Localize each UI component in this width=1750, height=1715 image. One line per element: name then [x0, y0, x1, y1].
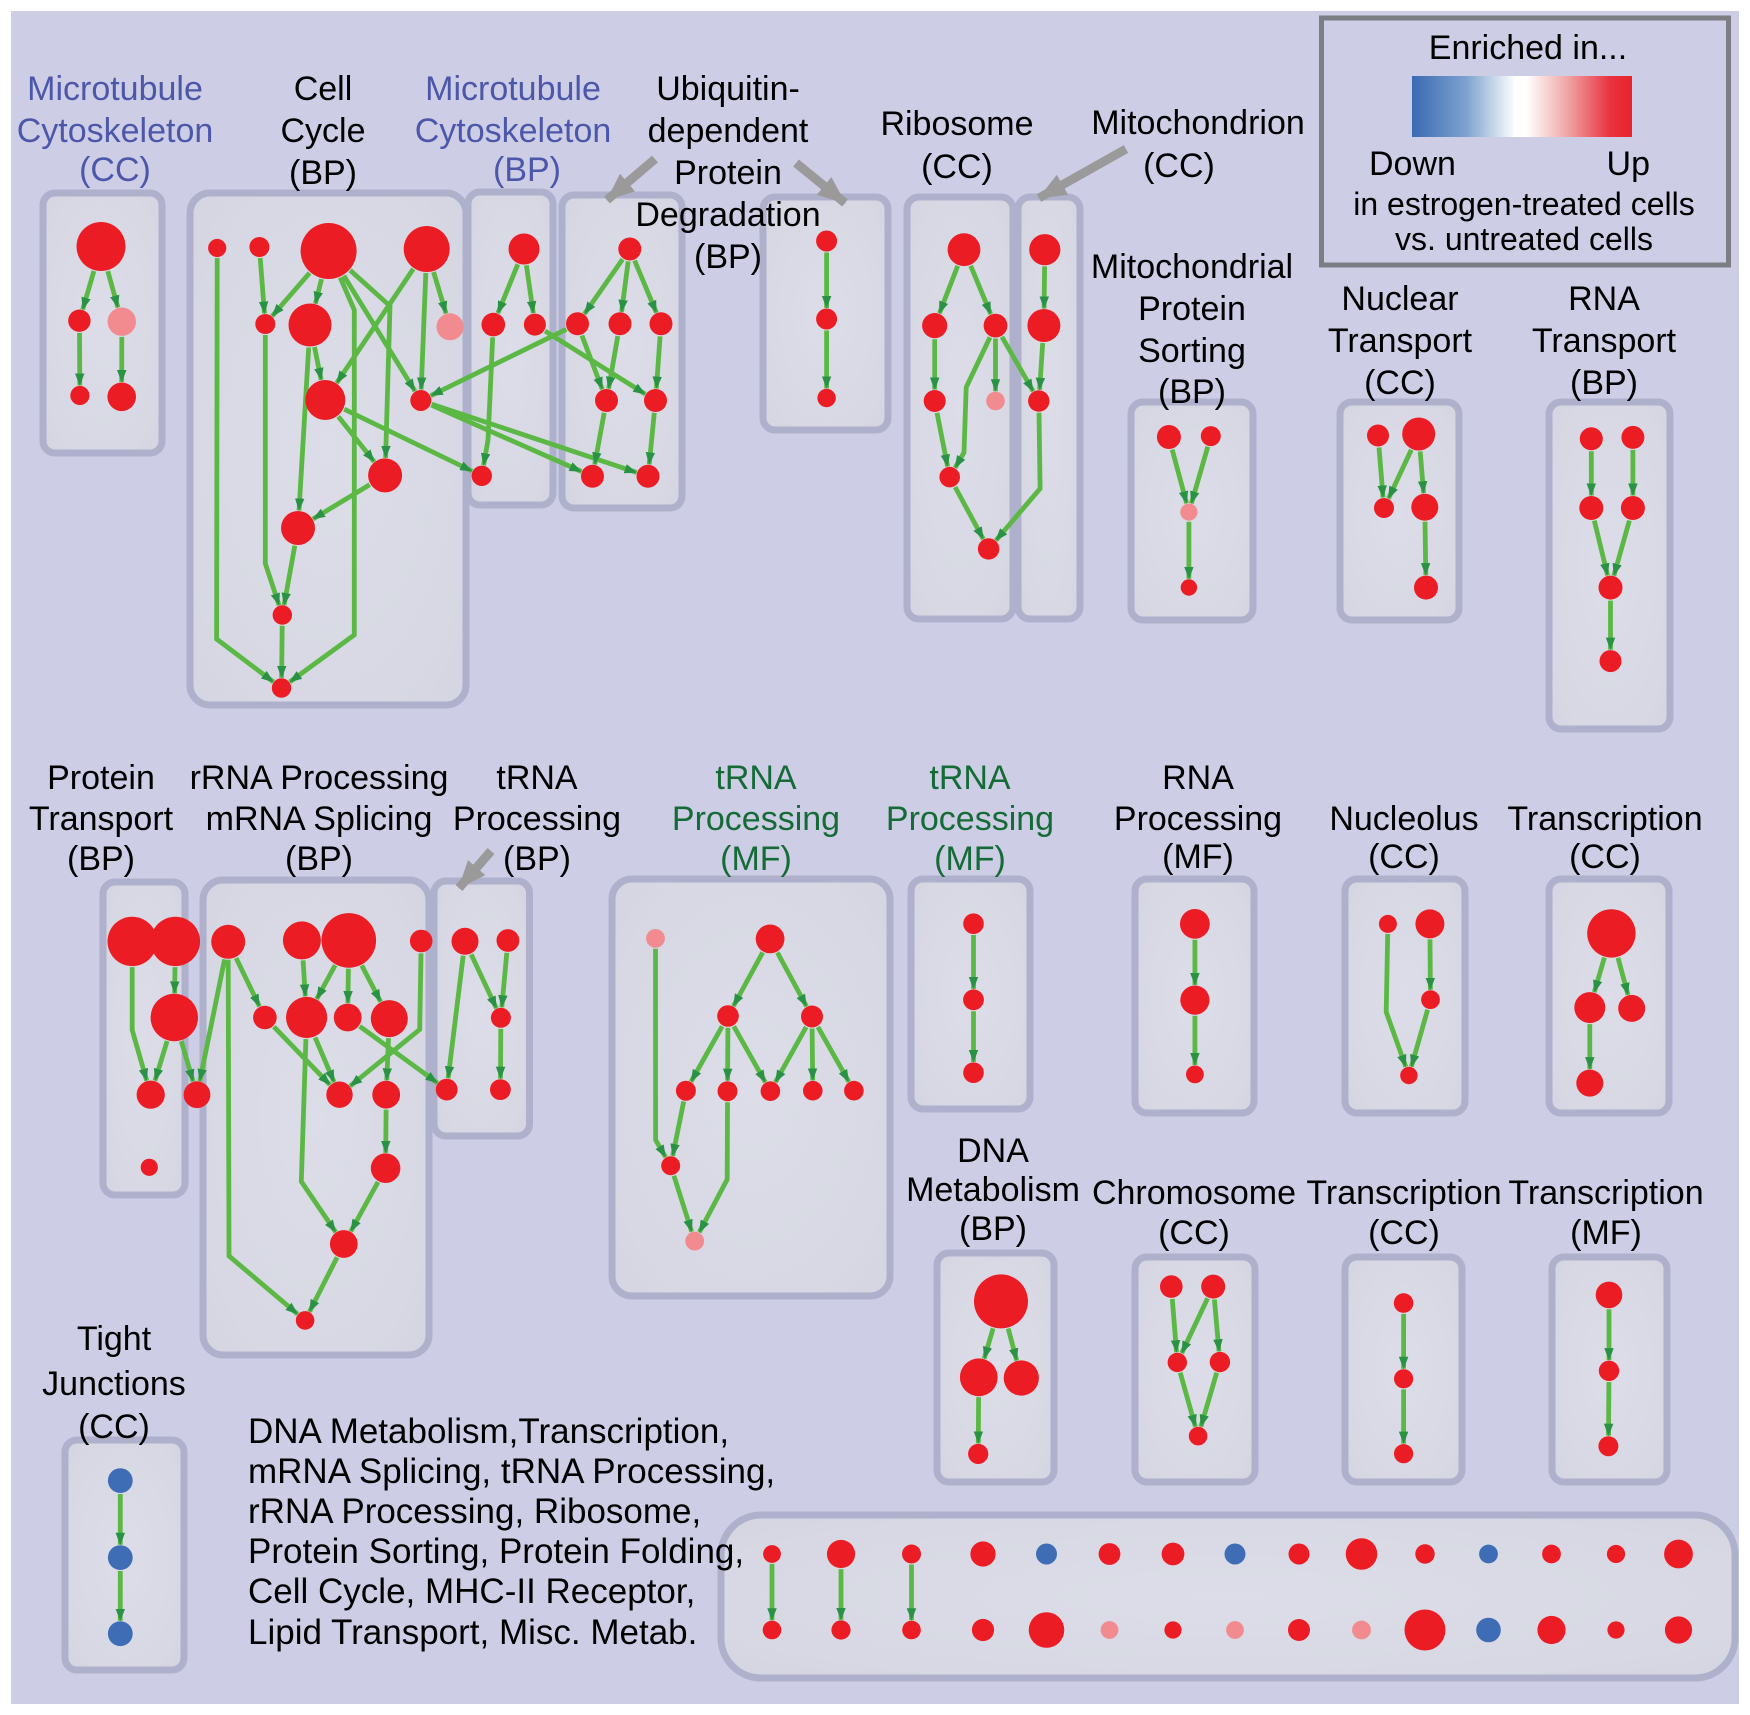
svg-text:Transport: Transport [1328, 322, 1473, 360]
svg-text:Cell: Cell [294, 70, 353, 108]
svg-text:Enriched in...: Enriched in... [1429, 29, 1627, 67]
svg-text:(BP): (BP) [503, 840, 571, 878]
svg-text:(CC): (CC) [79, 151, 151, 189]
svg-text:Nucleolus: Nucleolus [1329, 800, 1478, 838]
svg-text:Up: Up [1607, 145, 1650, 183]
svg-text:(CC): (CC) [78, 1408, 150, 1446]
svg-text:(MF): (MF) [1570, 1214, 1642, 1252]
svg-text:Metabolism: Metabolism [906, 1171, 1080, 1209]
svg-text:Transcription: Transcription [1507, 800, 1702, 838]
svg-text:Protein Sorting, Protein Foldi: Protein Sorting, Protein Folding, [248, 1532, 744, 1571]
svg-text:in estrogen-treated cells: in estrogen-treated cells [1353, 186, 1695, 222]
svg-text:(BP): (BP) [959, 1210, 1027, 1248]
svg-text:(MF): (MF) [1162, 838, 1234, 876]
svg-text:Cycle: Cycle [280, 112, 365, 150]
svg-text:Microtubule: Microtubule [425, 70, 601, 108]
svg-text:Processing: Processing [453, 800, 621, 838]
svg-text:Transport: Transport [1532, 322, 1677, 360]
svg-text:Down: Down [1369, 145, 1456, 183]
svg-text:(CC): (CC) [1143, 147, 1215, 185]
svg-text:Degradation: Degradation [635, 196, 820, 234]
svg-text:Cytoskeleton: Cytoskeleton [17, 112, 214, 150]
svg-text:mRNA Splicing: mRNA Splicing [206, 800, 433, 838]
svg-text:RNA: RNA [1162, 759, 1234, 797]
svg-text:vs. untreated cells: vs. untreated cells [1395, 221, 1653, 257]
svg-text:Protein: Protein [1138, 290, 1246, 328]
svg-text:tRNA: tRNA [496, 759, 578, 797]
svg-text:(CC): (CC) [1364, 364, 1436, 402]
svg-text:Transcription: Transcription [1306, 1174, 1501, 1212]
svg-text:(MF): (MF) [934, 840, 1006, 878]
svg-text:Processing: Processing [886, 800, 1054, 838]
svg-text:Protein: Protein [674, 154, 782, 192]
svg-text:(BP): (BP) [285, 840, 353, 878]
svg-text:Processing: Processing [672, 800, 840, 838]
svg-text:tRNA: tRNA [715, 759, 797, 797]
svg-text:(CC): (CC) [1368, 1214, 1440, 1252]
svg-text:tRNA: tRNA [929, 759, 1011, 797]
svg-text:Junctions: Junctions [42, 1365, 186, 1403]
svg-text:Ribosome: Ribosome [880, 105, 1033, 143]
svg-text:(MF): (MF) [720, 840, 792, 878]
svg-text:(CC): (CC) [1569, 838, 1641, 876]
svg-text:(BP): (BP) [289, 154, 357, 192]
svg-text:DNA: DNA [957, 1132, 1029, 1170]
svg-text:Microtubule: Microtubule [27, 70, 203, 108]
svg-text:rRNA Processing, Ribosome,: rRNA Processing, Ribosome, [248, 1492, 701, 1531]
svg-text:Cytoskeleton: Cytoskeleton [415, 112, 612, 150]
svg-text:Processing: Processing [1114, 800, 1282, 838]
svg-text:Nuclear: Nuclear [1341, 280, 1458, 318]
svg-text:Transcription: Transcription [1508, 1174, 1703, 1212]
svg-text:dependent: dependent [648, 112, 809, 150]
svg-text:DNA Metabolism,Transcription,: DNA Metabolism,Transcription, [248, 1412, 729, 1451]
svg-text:Transport: Transport [29, 800, 174, 838]
svg-text:(CC): (CC) [921, 148, 993, 186]
svg-text:(BP): (BP) [67, 840, 135, 878]
svg-text:rRNA Processing: rRNA Processing [190, 759, 449, 797]
svg-text:(BP): (BP) [493, 151, 561, 189]
svg-text:(BP): (BP) [694, 238, 762, 276]
svg-text:(BP): (BP) [1570, 364, 1638, 402]
svg-text:Sorting: Sorting [1138, 332, 1246, 370]
svg-text:mRNA Splicing, tRNA Processing: mRNA Splicing, tRNA Processing, [248, 1452, 775, 1491]
svg-text:Cell Cycle, MHC-II Receptor,: Cell Cycle, MHC-II Receptor, [248, 1572, 695, 1611]
svg-text:Ubiquitin-: Ubiquitin- [656, 70, 800, 108]
svg-text:(CC): (CC) [1368, 838, 1440, 876]
svg-text:Chromosome: Chromosome [1092, 1174, 1296, 1212]
svg-text:Tight: Tight [77, 1320, 152, 1358]
svg-text:(BP): (BP) [1158, 373, 1226, 411]
svg-text:Lipid Transport, Misc. Metab.: Lipid Transport, Misc. Metab. [248, 1613, 697, 1652]
svg-text:(CC): (CC) [1158, 1214, 1230, 1252]
svg-text:Protein: Protein [47, 759, 155, 797]
svg-text:RNA: RNA [1568, 280, 1640, 318]
svg-text:Mitochondrion: Mitochondrion [1091, 104, 1305, 142]
svg-text:Mitochondrial: Mitochondrial [1091, 248, 1293, 286]
